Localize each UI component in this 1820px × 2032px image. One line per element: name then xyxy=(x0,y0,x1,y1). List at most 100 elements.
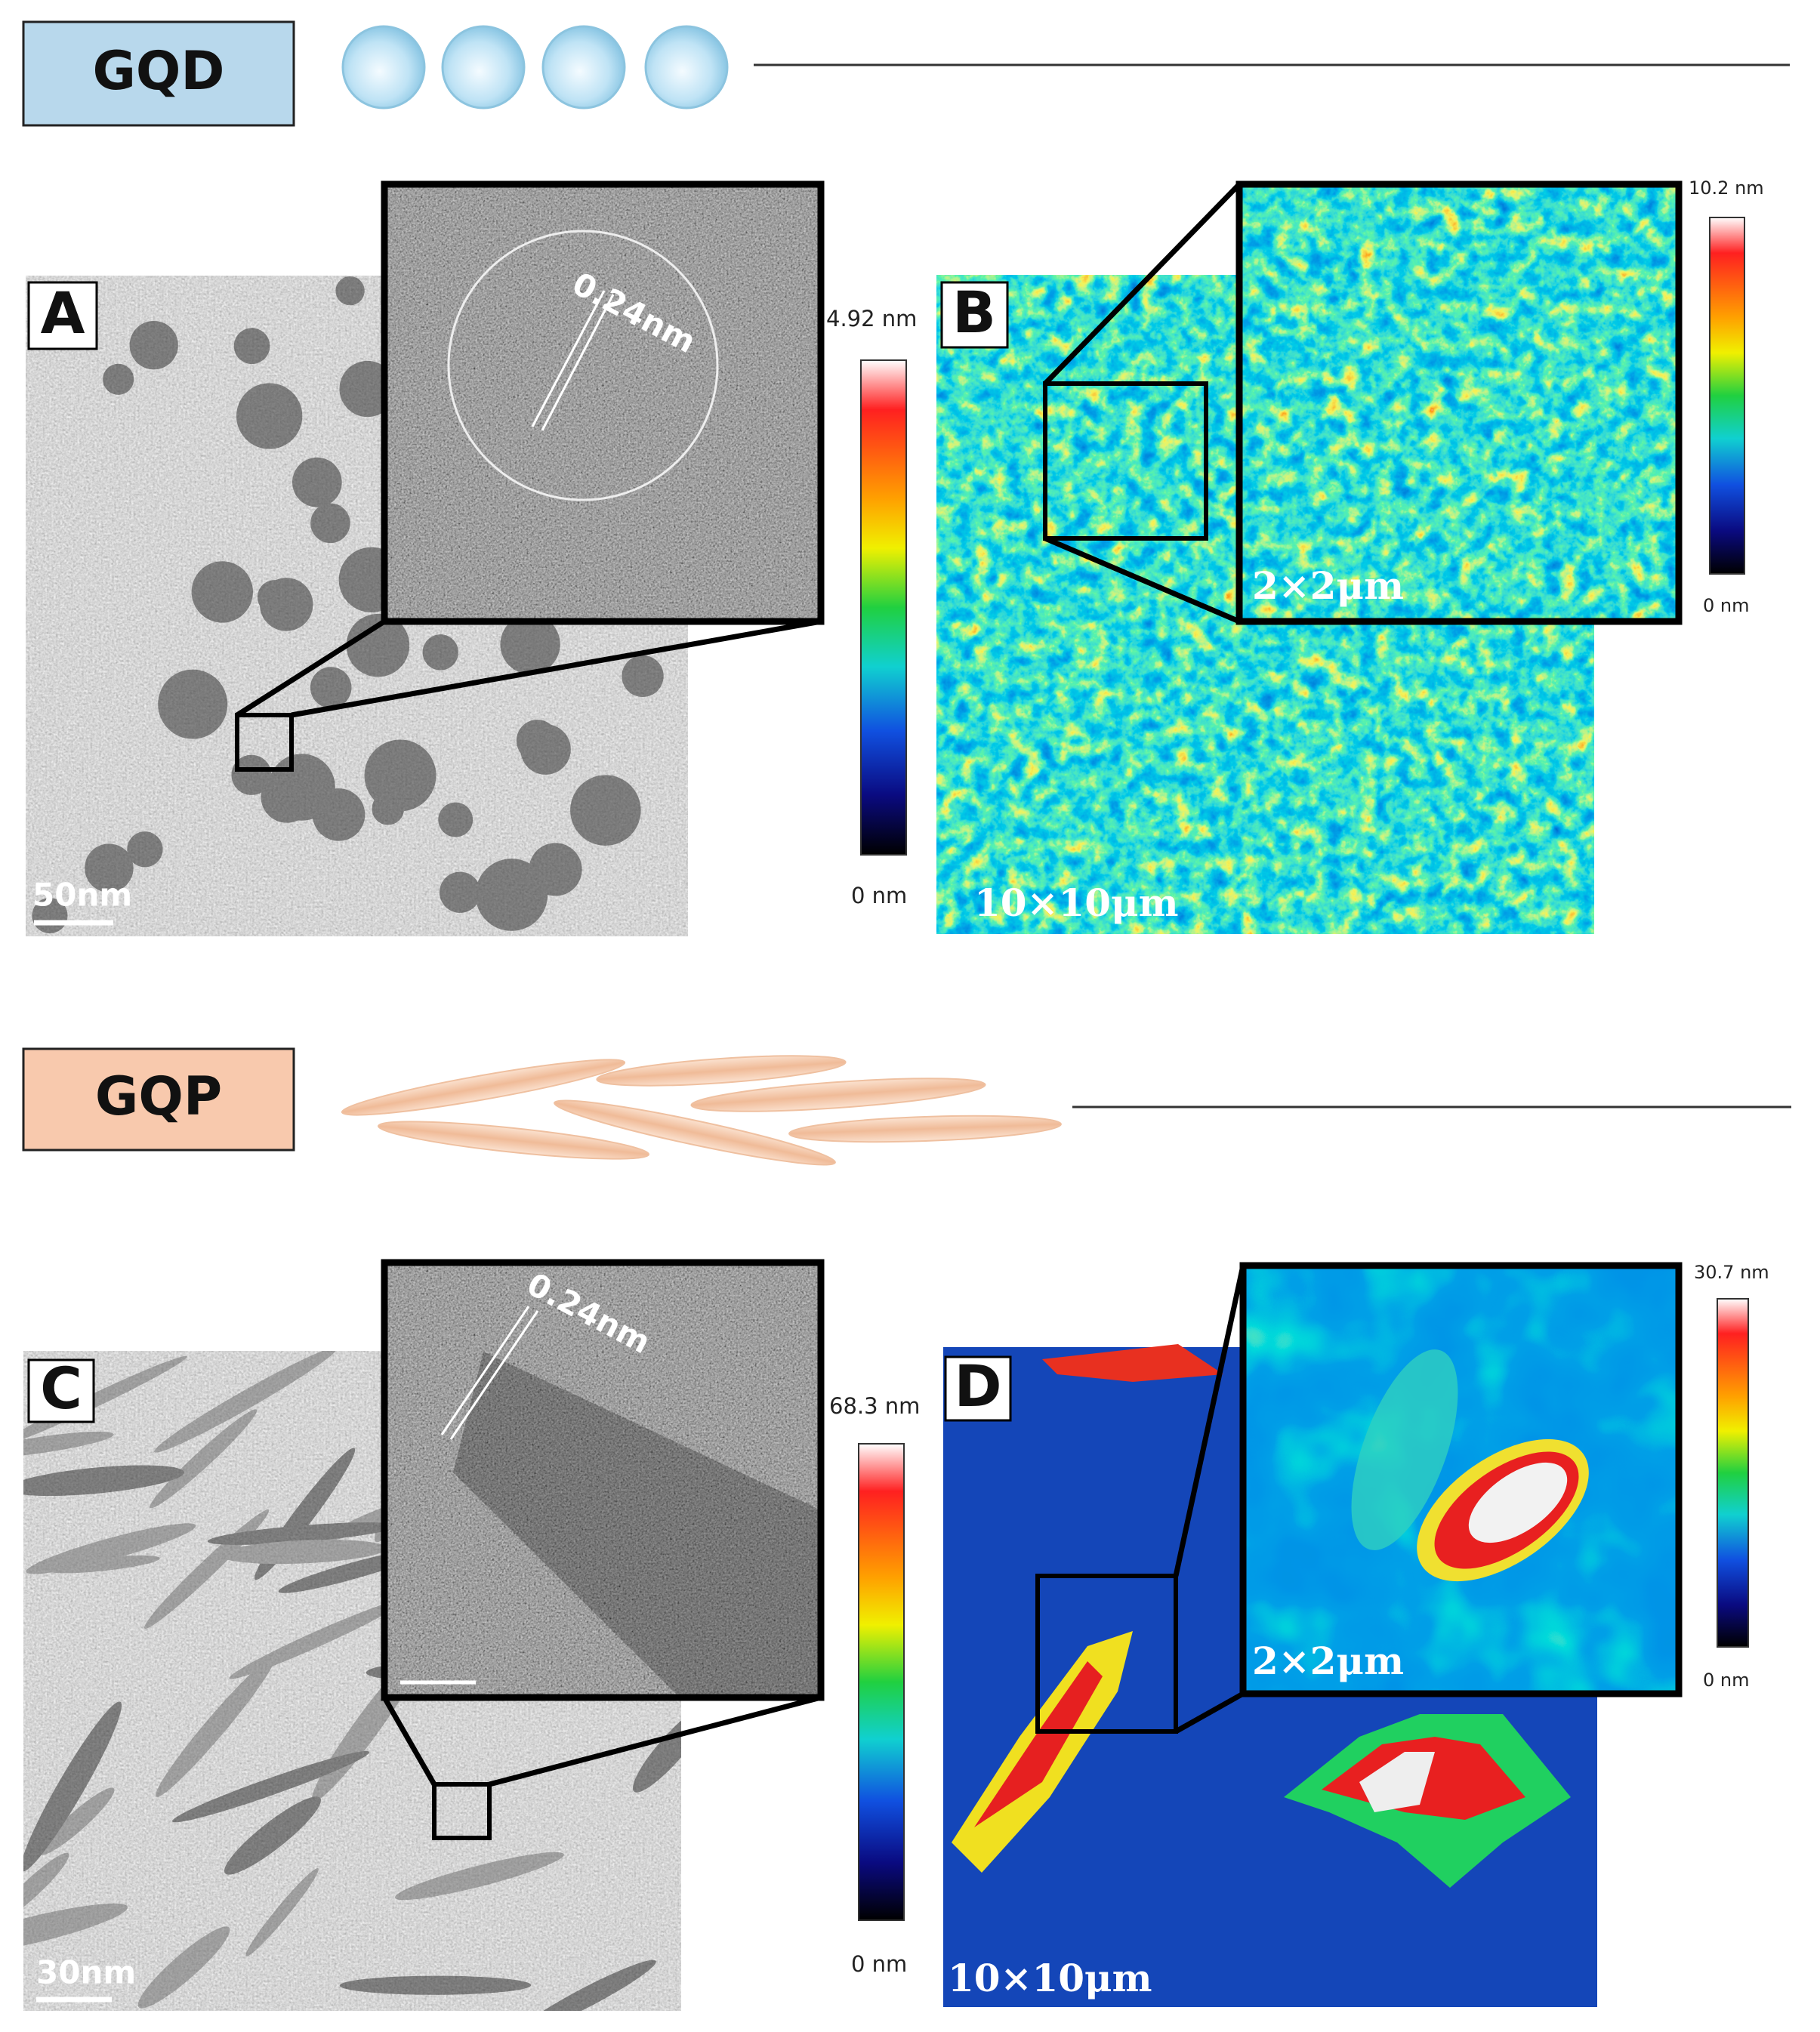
zoom-line xyxy=(1173,1265,1246,1577)
afm-features xyxy=(952,1344,1571,1888)
scan-size: 10×10μm xyxy=(974,880,1179,925)
rod xyxy=(23,1431,114,1458)
particle xyxy=(103,363,134,395)
panel-letter: A xyxy=(41,279,85,347)
particle xyxy=(520,724,571,775)
rod xyxy=(394,1852,564,1901)
colorbar-max: 4.92 nm xyxy=(826,306,917,331)
lattice-marker xyxy=(531,290,615,431)
particle xyxy=(312,788,366,841)
rod-shadow xyxy=(453,1352,821,1697)
particle xyxy=(440,871,481,913)
rod xyxy=(220,1540,387,1565)
section-label: GQP xyxy=(95,1065,222,1127)
section-label: GQD xyxy=(92,40,224,102)
particle xyxy=(259,578,313,631)
inset-colorbar-min: 0 nm xyxy=(1703,595,1750,616)
particle xyxy=(364,739,436,812)
inset-frame xyxy=(381,180,825,625)
particle xyxy=(622,655,664,698)
particle xyxy=(233,328,270,365)
inset-scan-size: 2×2μm xyxy=(1252,563,1404,608)
panel-letter: C xyxy=(40,1355,82,1422)
rod xyxy=(26,1523,196,1574)
rod xyxy=(518,1960,656,2011)
zoom-line xyxy=(1043,182,1242,386)
rod xyxy=(23,1465,184,1497)
particle xyxy=(335,276,365,306)
particle xyxy=(158,669,228,739)
colorbar-min: 0 nm xyxy=(851,1951,907,1977)
colorbar-max: 68.3 nm xyxy=(829,1393,920,1419)
rod xyxy=(339,1975,532,1995)
colorbar xyxy=(858,1443,905,1921)
rod xyxy=(632,1705,681,1793)
rod xyxy=(245,1867,319,1956)
inset-frame xyxy=(1239,1262,1683,1697)
particle xyxy=(236,383,303,449)
rod xyxy=(224,1796,321,1875)
rod xyxy=(207,1522,397,1545)
scale-label: 50nm xyxy=(32,877,132,914)
header-box xyxy=(22,1047,295,1152)
zoom-line xyxy=(1044,535,1241,624)
particle xyxy=(292,457,342,507)
panel-letter-box xyxy=(944,1355,1012,1422)
colorbar xyxy=(860,359,907,856)
panel-letter-box xyxy=(940,281,1009,349)
particle xyxy=(127,831,163,868)
particle xyxy=(422,634,458,671)
rod xyxy=(23,1701,122,1872)
zoom-line xyxy=(291,618,822,718)
colorbar-min: 0 nm xyxy=(851,883,907,908)
particle xyxy=(231,754,272,795)
inset-colorbar xyxy=(1717,1298,1749,1648)
inset-features xyxy=(1351,1349,1589,1582)
header-box xyxy=(22,20,295,127)
rod xyxy=(154,1351,338,1453)
particle xyxy=(500,614,560,674)
particle xyxy=(570,775,641,846)
rod xyxy=(23,1903,128,1955)
tem-inset xyxy=(384,184,821,621)
particle-outline xyxy=(447,230,719,501)
inset-colorbar xyxy=(1709,217,1745,575)
scale-label: 30nm xyxy=(36,1954,136,1991)
particle xyxy=(85,843,134,893)
rod xyxy=(23,1852,69,1922)
zoom-line xyxy=(381,1696,437,1786)
particle xyxy=(310,503,350,544)
particle xyxy=(346,613,410,677)
panel-letter-box xyxy=(27,281,98,350)
particle xyxy=(129,320,178,370)
zoom-box xyxy=(1035,1574,1178,1734)
rod xyxy=(39,1787,115,1855)
zoom-line xyxy=(489,1694,822,1787)
rod xyxy=(150,1409,258,1509)
zoom-line xyxy=(1174,1691,1245,1734)
rod xyxy=(47,1555,160,1574)
inset-frame xyxy=(1235,180,1683,625)
inset-colorbar-max: 30.7 nm xyxy=(1694,1262,1769,1283)
lattice-marker xyxy=(440,1306,539,1440)
rod xyxy=(137,1926,230,2009)
inset-frame xyxy=(381,1259,825,1701)
particle xyxy=(475,859,548,931)
zoom-box xyxy=(1043,381,1208,541)
inset-colorbar-min: 0 nm xyxy=(1703,1670,1750,1691)
particle xyxy=(191,561,253,623)
scan-size: 10×10μm xyxy=(948,1956,1152,2000)
particle xyxy=(438,802,474,837)
rod xyxy=(155,1657,275,1797)
zoom-box xyxy=(432,1782,492,1840)
panel-letter-box xyxy=(27,1358,95,1423)
zoom-line xyxy=(236,619,386,717)
panel-letter: D xyxy=(954,1352,1001,1420)
particle xyxy=(310,667,352,708)
inset-colorbar-max: 10.2 nm xyxy=(1689,177,1764,199)
tem-inset xyxy=(384,1263,821,1697)
rod-icons xyxy=(341,1055,1062,1166)
zoom-box xyxy=(235,713,294,772)
particle xyxy=(372,792,405,825)
